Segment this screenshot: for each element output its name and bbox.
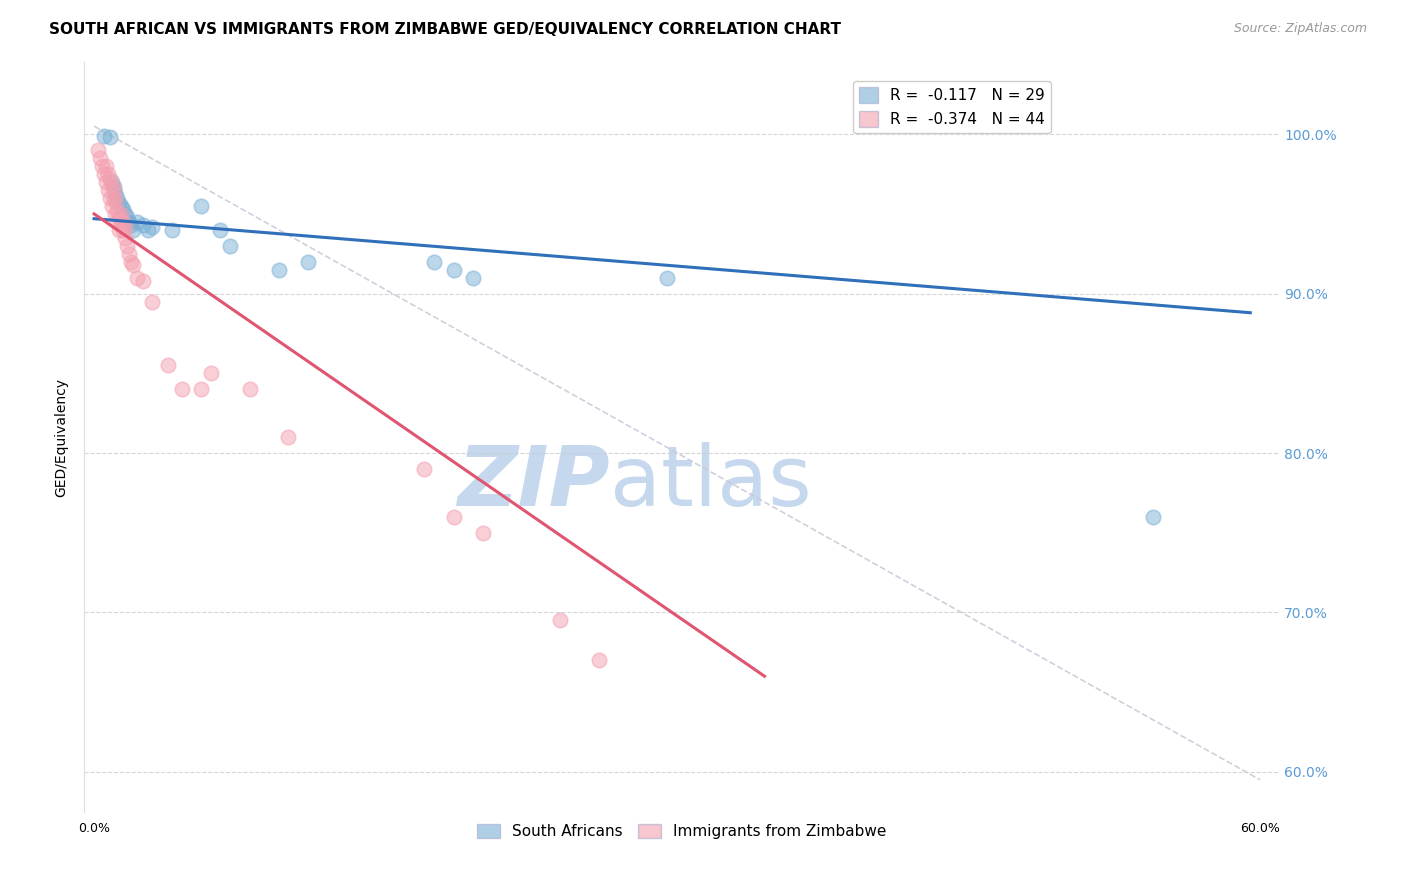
Point [103,191,125,205]
Point [461,270,484,285]
Point [209,223,232,237]
Text: atlas: atlas [610,442,811,523]
Point [277,430,299,444]
Point [93,167,115,181]
Point [104,186,127,201]
Point [100,178,122,193]
Point [115,239,138,253]
Point [550,614,572,628]
Point [657,270,679,285]
Point [108,195,131,210]
Point [110,215,132,229]
Point [160,223,183,237]
Point [105,203,128,218]
Point [118,246,141,260]
Point [112,202,135,216]
Text: Source: ZipAtlas.com: Source: ZipAtlas.com [1233,22,1367,36]
Point [138,223,160,237]
Point [105,215,128,229]
Point [190,382,212,396]
Point [423,254,446,268]
Point [112,223,135,237]
Point [98,130,121,145]
Point [114,207,136,221]
Point [120,218,142,232]
Point [100,199,122,213]
Point [238,382,260,396]
Point [89,151,111,165]
Point [471,525,494,540]
Point [170,382,193,396]
Point [98,171,121,186]
Point [93,128,115,143]
Point [112,215,135,229]
Point [219,239,242,253]
Point [122,258,145,272]
Point [108,210,131,224]
Point [104,207,127,221]
Point [297,254,319,268]
Legend: South Africans, Immigrants from Zimbabwe: South Africans, Immigrants from Zimbabwe [471,818,893,846]
Point [97,183,120,197]
Point [103,179,125,194]
Point [90,159,112,173]
Point [114,231,136,245]
Point [105,191,128,205]
Point [97,167,120,181]
Point [120,254,142,268]
Point [125,270,148,285]
Point [443,509,465,524]
Point [156,359,179,373]
Point [94,159,117,173]
Point [413,462,436,476]
Point [118,215,141,229]
Point [200,367,222,381]
Point [443,262,465,277]
Point [94,175,117,189]
Point [110,199,132,213]
Point [190,199,212,213]
Point [87,143,110,157]
Y-axis label: GED/Equivalency: GED/Equivalency [55,377,69,497]
Text: SOUTH AFRICAN VS IMMIGRANTS FROM ZIMBABWE GED/EQUIVALENCY CORRELATION CHART: SOUTH AFRICAN VS IMMIGRANTS FROM ZIMBABW… [49,22,841,37]
Point [141,294,163,309]
Point [125,215,148,229]
Point [103,183,125,197]
Point [98,191,121,205]
Point [267,262,290,277]
Point [131,274,153,288]
Point [588,653,610,667]
Point [1142,509,1164,524]
Point [104,194,127,208]
Text: ZIP: ZIP [457,442,610,523]
Point [141,219,163,234]
Point [110,207,132,221]
Point [115,210,138,224]
Point [108,223,131,237]
Point [114,219,136,234]
Point [122,223,145,237]
Point [100,175,122,189]
Point [131,218,153,232]
